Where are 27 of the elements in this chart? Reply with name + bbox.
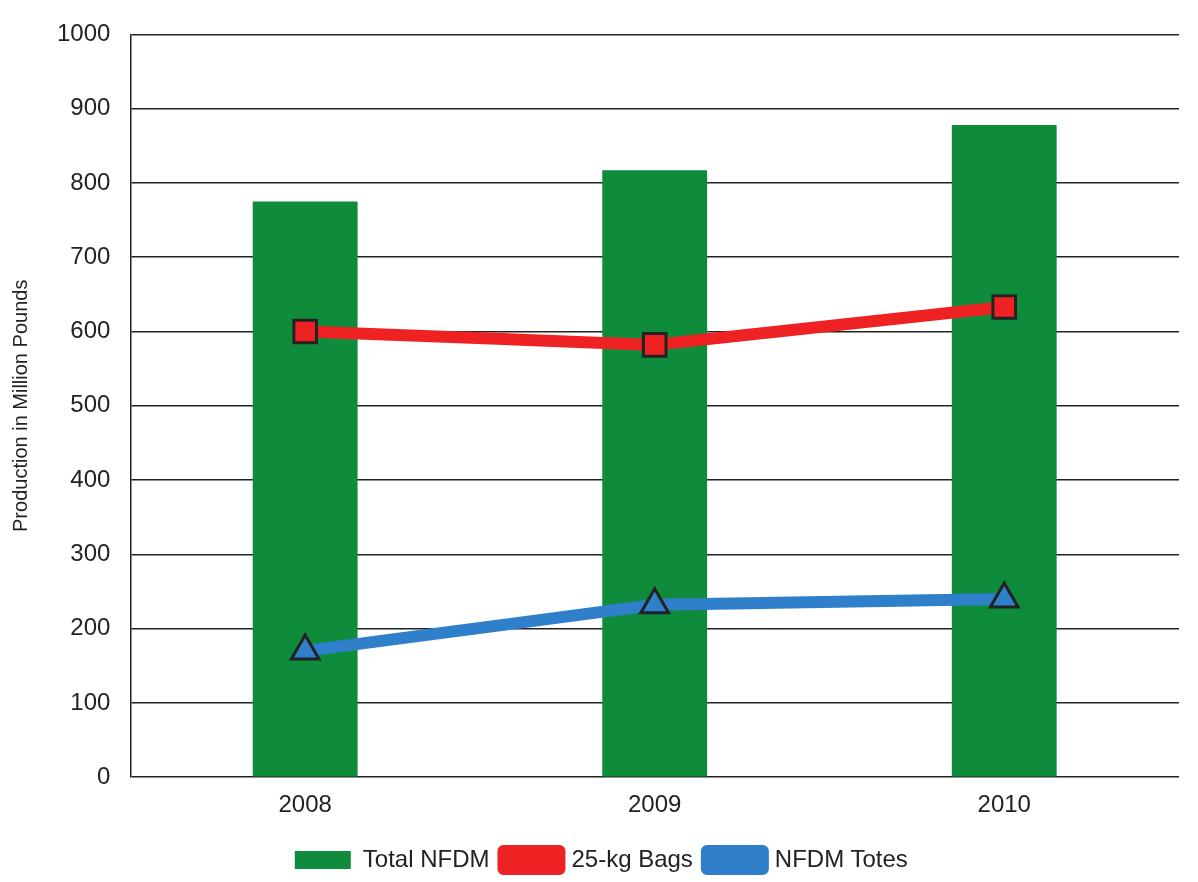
bar [252,201,358,777]
point [639,587,671,615]
y-tick-label: 1000 [57,19,111,47]
y-tick-label: 300 [70,538,111,566]
y-tick-label: 500 [70,390,111,418]
y-tick-label: 600 [70,316,111,344]
y-tick-label: 200 [70,613,111,641]
legend-label: Total NFDM [362,844,490,872]
point [641,332,668,358]
legend-label: 25-kg Bags [571,844,693,872]
y-tick-label: 700 [70,241,111,269]
x-tick-label: 2009 [628,790,682,818]
y-tick-label: 900 [70,93,111,121]
y-tick-label: 800 [70,167,111,195]
x-tick-label: 2008 [278,790,332,818]
bar [602,170,708,777]
point [289,633,321,661]
point [292,318,318,345]
y-tick-label: 100 [70,687,111,715]
y-tick-label: 0 [97,761,111,789]
point [988,581,1020,609]
y-axis-title: Production in Million Pounds [8,279,31,532]
x-tick-label: 2010 [977,790,1031,818]
bar [951,125,1057,777]
point [991,294,1018,320]
y-tick-label: 400 [70,464,111,492]
legend-label: NFDM Totes [774,844,908,872]
